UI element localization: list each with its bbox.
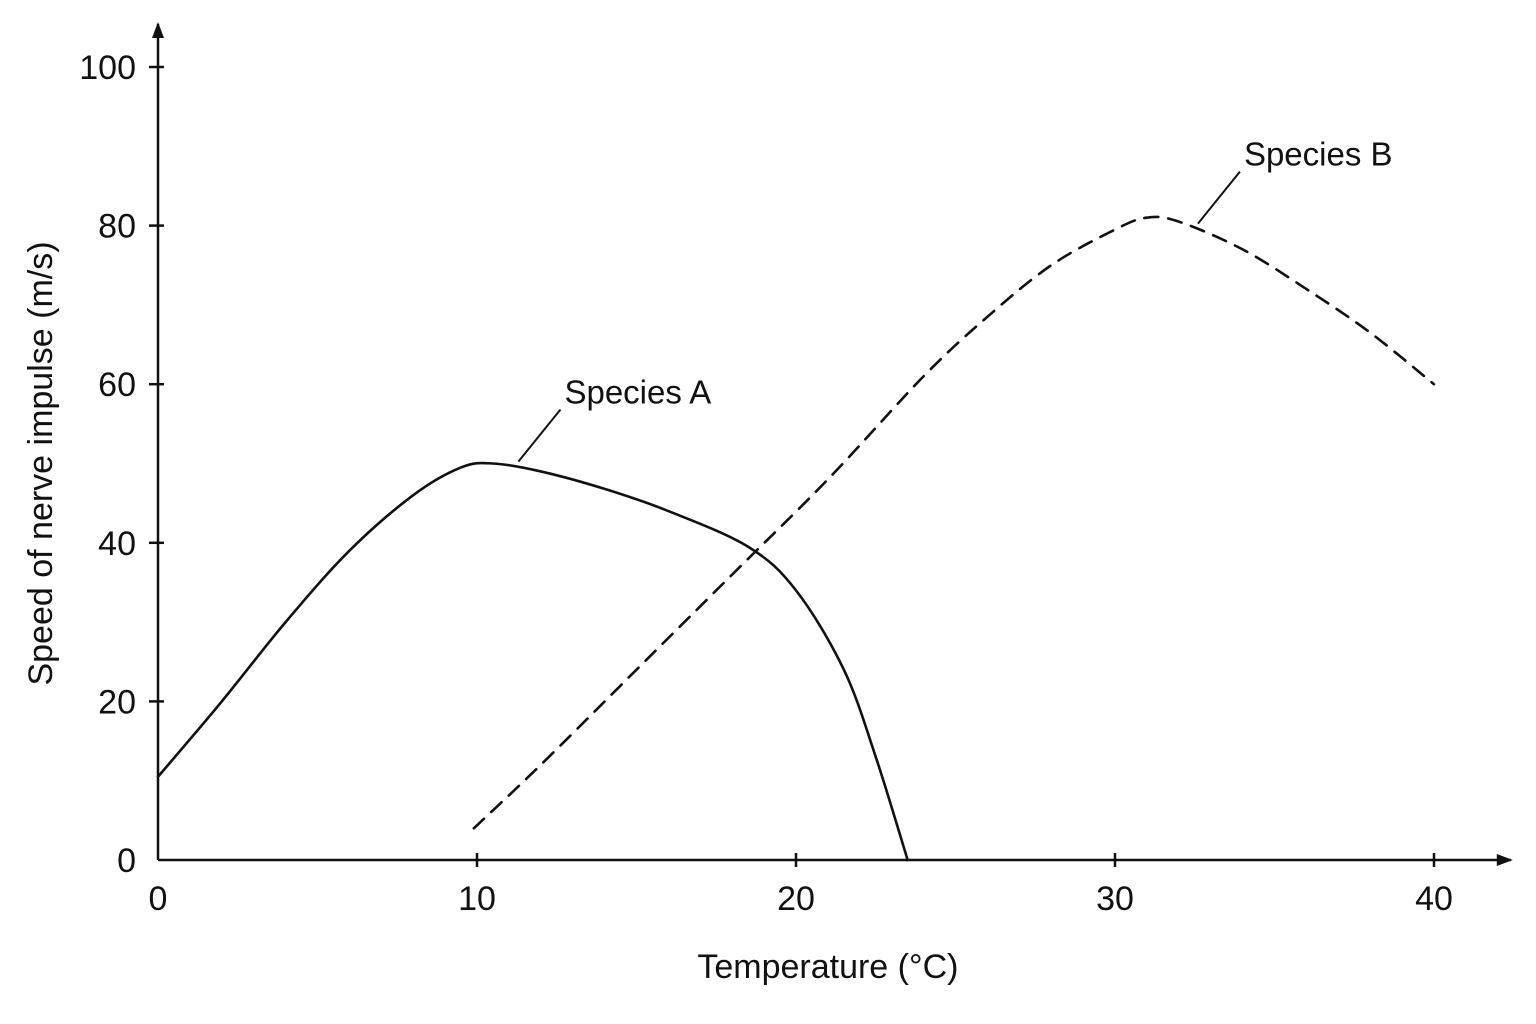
y-axis-label: Speed of nerve impulse (m/s) — [22, 241, 60, 685]
x-tick-label: 20 — [777, 880, 815, 918]
x-tick-label: 10 — [458, 880, 496, 918]
series-group: Species A Species B — [156, 136, 1436, 862]
species-b-leader-line — [1197, 170, 1241, 225]
ticks: 0 10 20 30 40 0 20 40 60 80 100 — [79, 49, 1453, 918]
x-axis-label: Temperature (°C) — [697, 948, 958, 986]
y-tick-label: 40 — [98, 525, 136, 563]
y-tick-label: 80 — [98, 208, 136, 246]
y-tick-label: 100 — [79, 49, 136, 87]
species-b-line — [472, 215, 1436, 830]
y-tick-label: 0 — [117, 842, 136, 880]
species-a-leader-line — [517, 408, 562, 463]
species-b-label: Species B — [1244, 136, 1393, 173]
x-tick-label: 40 — [1415, 880, 1453, 918]
x-tick-label: 30 — [1096, 880, 1134, 918]
axes — [152, 22, 1513, 866]
species-a-label: Species A — [564, 374, 711, 411]
species-a-line — [156, 461, 909, 862]
y-tick-label: 60 — [98, 366, 136, 404]
x-axis-arrow-icon — [1496, 854, 1513, 866]
y-axis-arrow-icon — [152, 22, 164, 38]
x-tick-label: 0 — [149, 880, 168, 918]
y-tick-label: 20 — [98, 683, 136, 721]
